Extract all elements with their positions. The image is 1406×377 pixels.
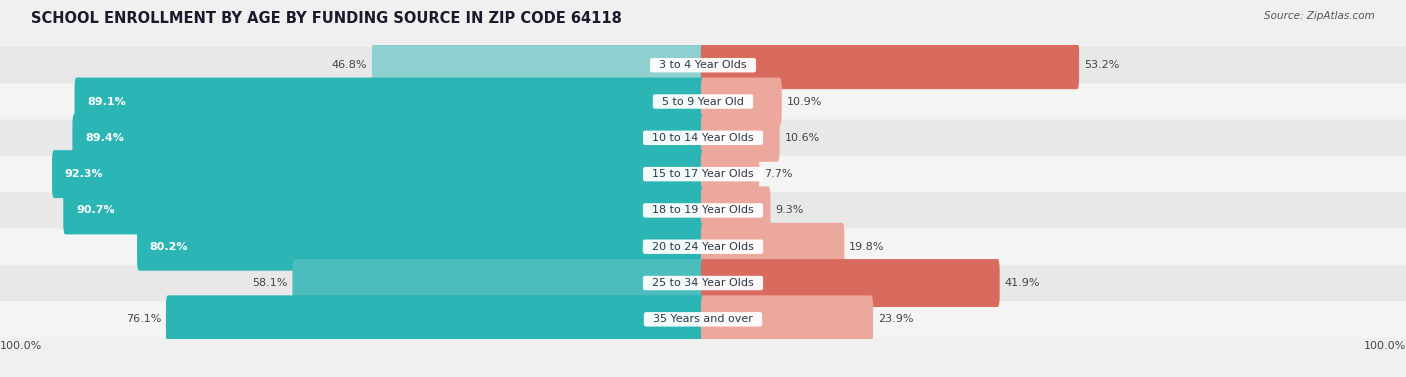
FancyBboxPatch shape <box>371 41 706 89</box>
Text: 46.8%: 46.8% <box>332 60 367 70</box>
Text: 80.2%: 80.2% <box>149 242 188 252</box>
Text: 41.9%: 41.9% <box>1004 278 1040 288</box>
Text: 7.7%: 7.7% <box>765 169 793 179</box>
Text: 10 to 14 Year Olds: 10 to 14 Year Olds <box>645 133 761 143</box>
Text: 10.6%: 10.6% <box>785 133 820 143</box>
FancyBboxPatch shape <box>73 114 704 162</box>
FancyBboxPatch shape <box>75 78 704 126</box>
FancyBboxPatch shape <box>700 259 1000 307</box>
Text: Source: ZipAtlas.com: Source: ZipAtlas.com <box>1264 11 1375 21</box>
FancyBboxPatch shape <box>700 41 1080 89</box>
Text: 35 Years and over: 35 Years and over <box>647 314 759 324</box>
FancyBboxPatch shape <box>0 83 1406 120</box>
Text: 53.2%: 53.2% <box>1084 60 1119 70</box>
FancyBboxPatch shape <box>0 120 1406 156</box>
Text: 89.1%: 89.1% <box>87 97 127 107</box>
Text: 18 to 19 Year Olds: 18 to 19 Year Olds <box>645 205 761 215</box>
FancyBboxPatch shape <box>166 295 704 343</box>
FancyBboxPatch shape <box>0 47 1406 83</box>
Text: 25 to 34 Year Olds: 25 to 34 Year Olds <box>645 278 761 288</box>
FancyBboxPatch shape <box>0 156 1406 192</box>
Text: 100.0%: 100.0% <box>0 341 42 351</box>
FancyBboxPatch shape <box>292 259 706 307</box>
FancyBboxPatch shape <box>0 301 1406 337</box>
FancyBboxPatch shape <box>0 192 1406 228</box>
Text: 3 to 4 Year Olds: 3 to 4 Year Olds <box>652 60 754 70</box>
Text: 15 to 17 Year Olds: 15 to 17 Year Olds <box>645 169 761 179</box>
Text: 89.4%: 89.4% <box>84 133 124 143</box>
Text: 58.1%: 58.1% <box>252 278 287 288</box>
FancyBboxPatch shape <box>700 114 779 162</box>
Legend: Public School, Private School: Public School, Private School <box>593 375 813 377</box>
FancyBboxPatch shape <box>700 150 759 198</box>
FancyBboxPatch shape <box>700 295 873 343</box>
Text: 5 to 9 Year Old: 5 to 9 Year Old <box>655 97 751 107</box>
FancyBboxPatch shape <box>52 150 704 198</box>
Text: 92.3%: 92.3% <box>65 169 103 179</box>
Text: SCHOOL ENROLLMENT BY AGE BY FUNDING SOURCE IN ZIP CODE 64118: SCHOOL ENROLLMENT BY AGE BY FUNDING SOUR… <box>31 11 621 26</box>
FancyBboxPatch shape <box>0 228 1406 265</box>
Text: 20 to 24 Year Olds: 20 to 24 Year Olds <box>645 242 761 252</box>
FancyBboxPatch shape <box>63 187 704 234</box>
FancyBboxPatch shape <box>0 265 1406 301</box>
Text: 23.9%: 23.9% <box>877 314 914 324</box>
Text: 19.8%: 19.8% <box>849 242 884 252</box>
FancyBboxPatch shape <box>700 187 770 234</box>
Text: 10.9%: 10.9% <box>787 97 823 107</box>
FancyBboxPatch shape <box>700 223 844 271</box>
FancyBboxPatch shape <box>138 223 704 271</box>
Text: 76.1%: 76.1% <box>125 314 160 324</box>
Text: 9.3%: 9.3% <box>776 205 804 215</box>
FancyBboxPatch shape <box>700 78 782 126</box>
Text: 100.0%: 100.0% <box>1364 341 1406 351</box>
Text: 90.7%: 90.7% <box>76 205 114 215</box>
